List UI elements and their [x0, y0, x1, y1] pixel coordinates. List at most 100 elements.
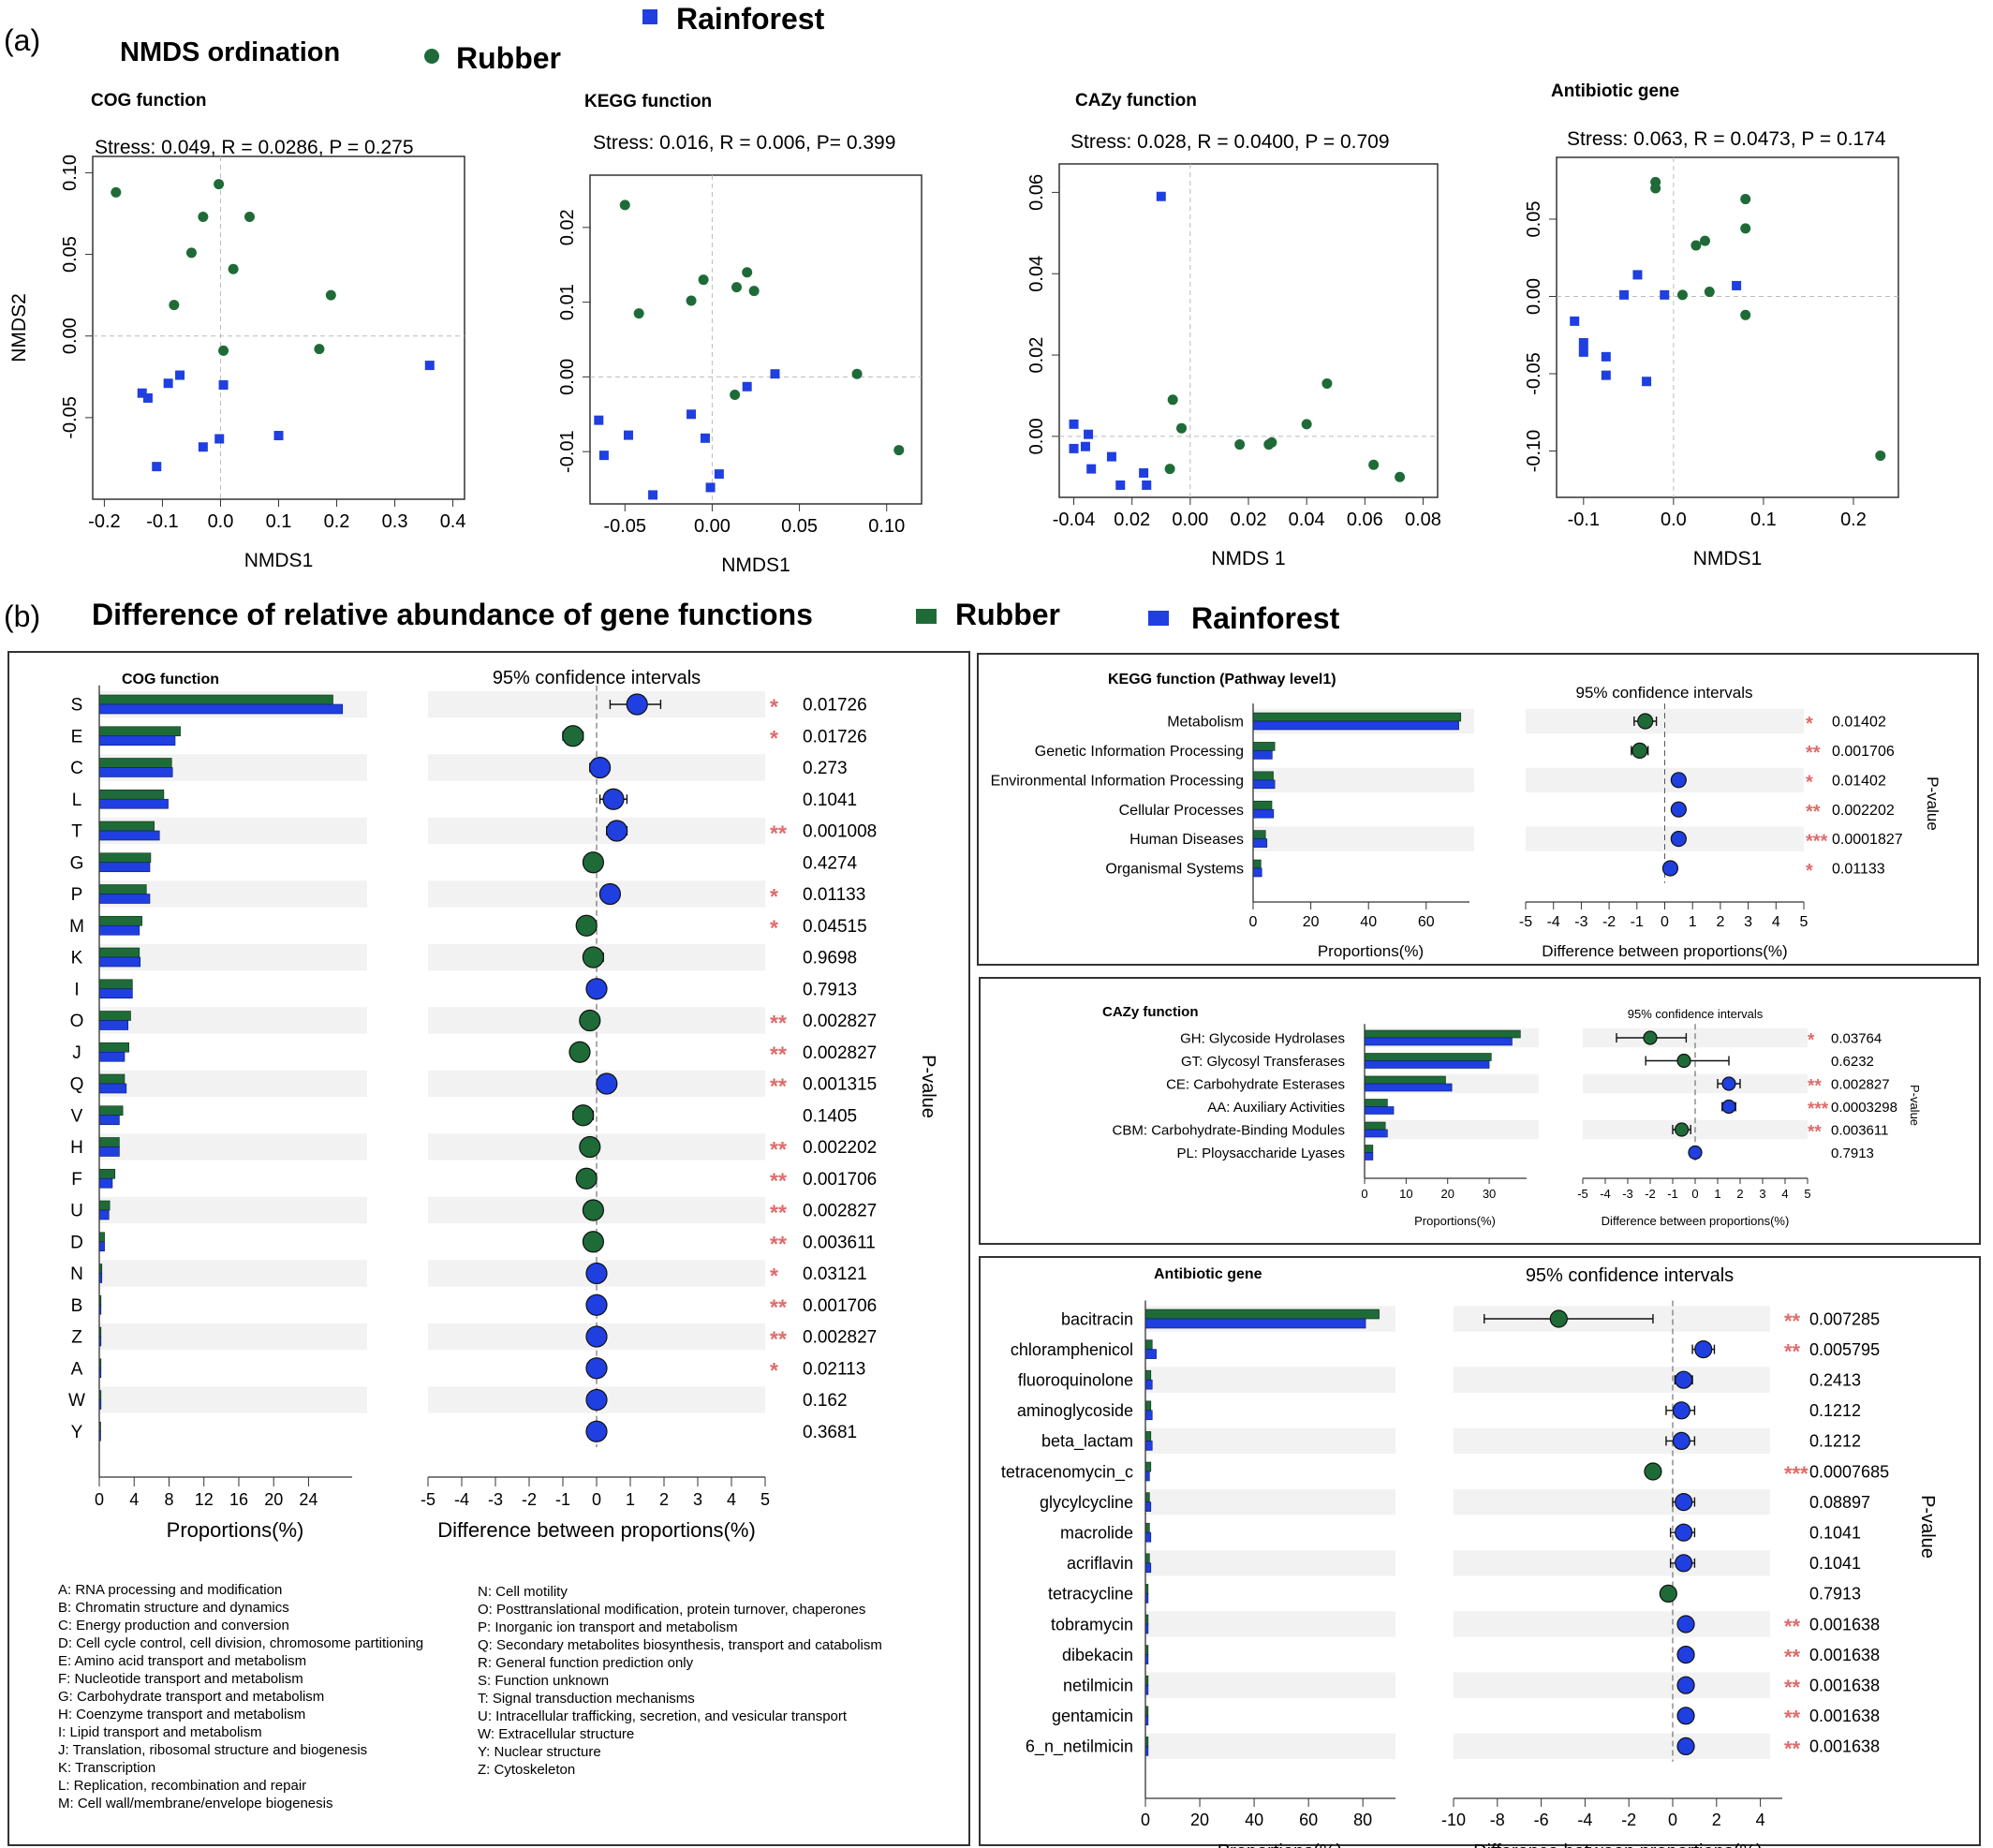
panel-b-label: (b) [4, 599, 41, 633]
antibiotic-rainforest-bar [1144, 1531, 1152, 1543]
cazy-category-label: GT: Glycosyl Transferases [1181, 1054, 1345, 1070]
nmds-2-stress: Stress: 0.028, R = 0.0400, P = 0.709 [1070, 131, 1390, 153]
cog-diff-point [585, 1357, 608, 1380]
cog-row-stripe [99, 1070, 367, 1098]
cog-legend-entry: R: General function prediction only [478, 1655, 694, 1671]
cog-category-label: F [71, 1170, 82, 1190]
cazy-rubber-bar [1364, 1099, 1388, 1107]
nmds-1-rubber-point [851, 368, 863, 379]
nmds-3-rainforest-point [1619, 289, 1630, 300]
cazy-diff-tick-label: -2 [1645, 1187, 1656, 1201]
nmds-3-xtick-label: 0.2 [1840, 510, 1867, 530]
nmds-0-rainforest-point [424, 361, 435, 371]
antibiotic-rainforest-bar [1144, 1318, 1366, 1329]
nmds-1-frame [589, 174, 923, 505]
cazy-diff-point [1688, 1145, 1703, 1161]
antibiotic-diff-tick-label: -6 [1534, 1811, 1549, 1829]
kegg-diff-point [1631, 742, 1648, 760]
nmds-0-rubber-point [244, 211, 255, 222]
antibiotic-rainforest-bar [1144, 1471, 1150, 1482]
cog-category-label: C [70, 759, 83, 778]
antibiotic-category-label: gentamicin [1052, 1707, 1133, 1725]
nmds-2-ytick-label: 0.06 [1026, 174, 1047, 211]
nmds-1-ytick-label: -0.01 [557, 430, 578, 473]
cog-rubber-bar [98, 758, 172, 768]
cog-category-label: G [70, 853, 84, 873]
antibiotic-row-stripe [1145, 1611, 1395, 1637]
kegg-rubber-bar [1252, 771, 1274, 781]
cog-diff-point [571, 1104, 595, 1127]
nmds-0-ytick-label: -0.05 [60, 396, 81, 439]
nmds-1-rainforest-point [705, 482, 716, 493]
cog-pvalue: 0.001706 [803, 1296, 877, 1316]
cog-legend-entry: I: Lipid transport and metabolism [58, 1724, 262, 1740]
cog-pvalue: 0.001706 [803, 1170, 877, 1190]
antibiotic-significance-stars: *** [1784, 1462, 1808, 1486]
antibiotic-category-label: 6_n_netilmicin [1026, 1737, 1133, 1757]
nmds-3-rubber-point [1704, 287, 1715, 298]
cog-rainforest-bar [98, 1083, 127, 1094]
cog-diff-point [579, 1135, 601, 1159]
nmds-1-rubber-point [893, 445, 905, 456]
antibiotic-diff-tick-label: -2 [1621, 1811, 1636, 1829]
antibiotic-pvalue: 0.001638 [1809, 1707, 1880, 1725]
antibiotic-diff-point [1675, 1523, 1693, 1542]
cog-pvalue: 0.1405 [803, 1106, 857, 1126]
nmds-0-rainforest-point [152, 462, 162, 472]
nmds-0-rainforest-point [163, 378, 173, 389]
kegg-diff-point [1661, 860, 1679, 877]
cog-rainforest-bar [98, 1146, 120, 1157]
cog-legend-entry: P: Inorganic ion transport and metabolis… [478, 1619, 738, 1635]
cazy-diff-point [1643, 1030, 1658, 1045]
kegg-diff-tick-label: -4 [1547, 914, 1560, 930]
cazy-category-label: GH: Glycoside Hydrolases [1180, 1030, 1345, 1046]
nmds-0-stress: Stress: 0.049, R = 0.0286, P = 0.275 [95, 137, 414, 158]
cog-pvalue: 0.4274 [803, 853, 858, 873]
nmds-0-xtick-label: 0.2 [324, 511, 350, 532]
nmds-1-rubber-point [633, 308, 644, 319]
nmds-3-xtick-label: 0.1 [1750, 510, 1777, 530]
nmds-0-xlabel: NMDS1 [244, 550, 314, 571]
antibiotic-rubber-bar [1144, 1308, 1380, 1320]
antibiotic-diff-point [1675, 1554, 1693, 1573]
cog-diff-tick-label: -1 [555, 1490, 570, 1509]
cog-pvalue: 0.273 [803, 759, 848, 778]
cazy-diff-point [1676, 1053, 1691, 1069]
cog-category-label: H [70, 1138, 83, 1158]
nmds-0-rainforest-point [218, 380, 229, 390]
antibiotic-prop-tick-label: 0 [1141, 1811, 1150, 1829]
cazy-prop-tick-label: 10 [1399, 1187, 1412, 1201]
cog-significance-stars: * [770, 884, 778, 909]
cog-category-label: M [69, 917, 84, 937]
kegg-panel-box [977, 653, 1979, 966]
cog-rubber-bar [98, 947, 140, 958]
cog-title: COG function [122, 672, 219, 687]
nmds-3-rainforest-point [1578, 338, 1588, 347]
cazy-prop-label: Proportions(%) [1414, 1214, 1496, 1228]
nmds-0-rainforest-point [142, 392, 153, 403]
cazy-pvalue: 0.03764 [1831, 1030, 1882, 1046]
cog-prop-tick-label: 4 [129, 1490, 139, 1509]
nmds-2-rainforest-point [1084, 429, 1094, 439]
cog-diff-point [562, 725, 584, 747]
nmds-1-rainforest-point [700, 433, 710, 443]
cog-rubber-bar [98, 1073, 125, 1085]
rainforest-legend-marker-b [1148, 611, 1169, 626]
cazy-significance-stars: *** [1808, 1100, 1829, 1119]
cog-diff-tick-label: -4 [454, 1490, 469, 1509]
kegg-diff-tick-label: -3 [1574, 914, 1587, 930]
antibiotic-pvalue: 0.2413 [1809, 1371, 1861, 1390]
cazy-title: CAZy function [1102, 1004, 1199, 1020]
kegg-ci-title: 95% confidence intervals [1575, 684, 1752, 702]
antibiotic-pvalue: 0.001638 [1809, 1646, 1880, 1664]
nmds-2-rubber-point [1321, 377, 1333, 389]
nmds-1-ytick-label: 0.02 [557, 209, 578, 245]
antibiotic-rainforest-bar [1144, 1349, 1157, 1359]
nmds-0-rubber-point [314, 344, 325, 355]
nmds-1-rubber-point [730, 390, 741, 401]
nmds-1-rainforest-point [714, 469, 724, 480]
nmds-2-xtick-label: 0.08 [1405, 510, 1441, 530]
cog-legend-right: N: Cell motility O: Posttranslational mod… [478, 1583, 882, 1779]
cazy-diff-tick-label: 2 [1736, 1187, 1743, 1201]
